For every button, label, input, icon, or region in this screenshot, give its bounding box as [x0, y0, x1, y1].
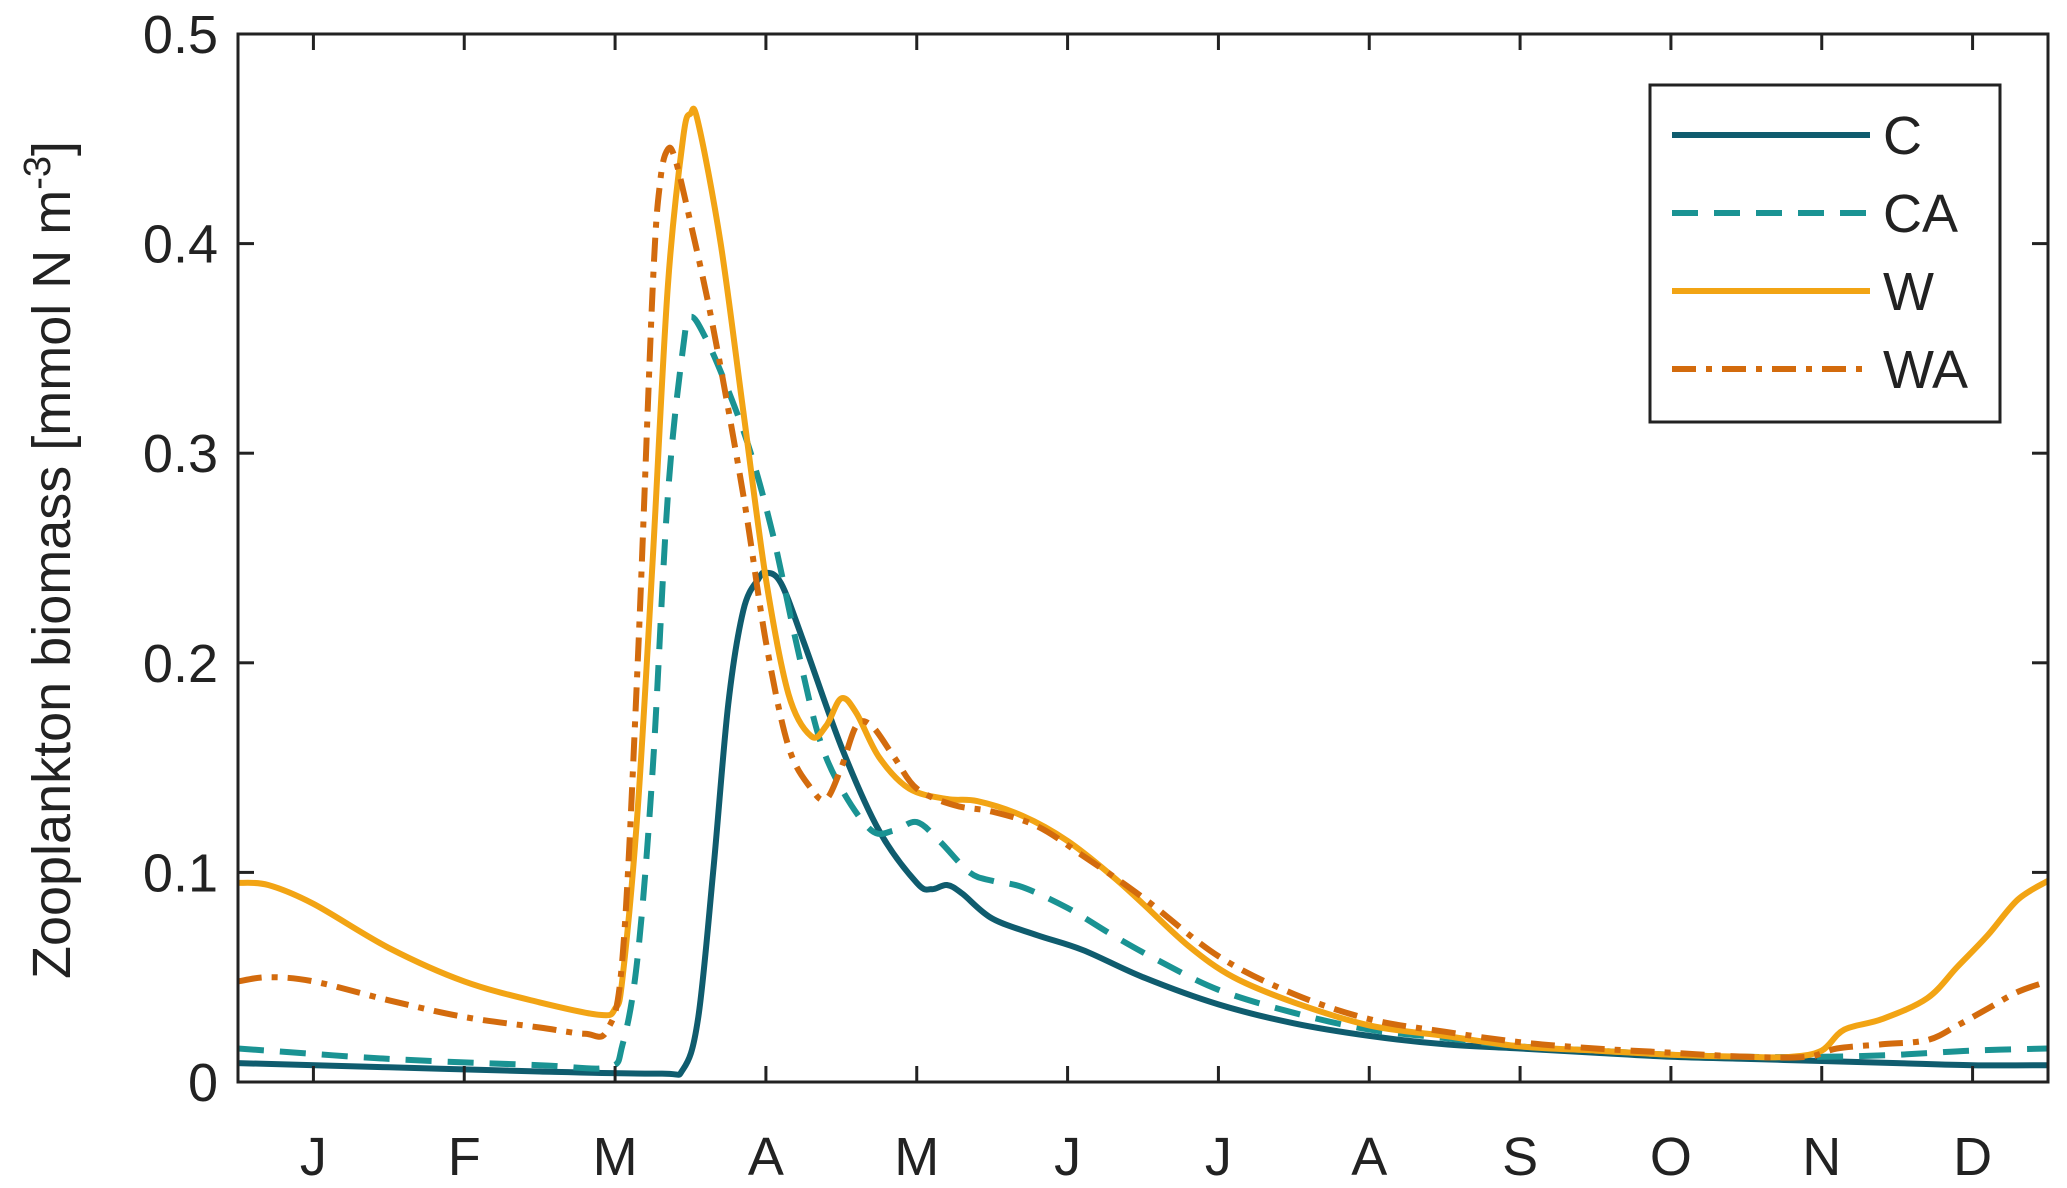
x-tick-label: O — [1650, 1127, 1692, 1187]
legend-label-w: W — [1883, 262, 1934, 322]
y-axis-label: Zooplankton biomass [mmol N m-3] — [17, 141, 82, 979]
legend: C CA W WA — [1648, 83, 2002, 424]
x-tick-label: M — [894, 1127, 939, 1187]
x-tick-label: J — [1205, 1127, 1232, 1187]
y-axis-label-end: ] — [22, 141, 82, 156]
y-axis-label-superscript: -3 — [17, 156, 59, 190]
legend-label-c: C — [1883, 106, 1922, 166]
x-tick-label: A — [1351, 1127, 1387, 1187]
y-tick-label: 0.1 — [143, 843, 218, 903]
y-tick-label: 0.5 — [143, 5, 218, 65]
plot-lines — [237, 105, 2050, 1078]
x-tick-label: F — [448, 1127, 481, 1187]
x-tick-label: N — [1802, 1127, 1841, 1187]
x-tick-label: J — [1054, 1127, 1081, 1187]
legend-label-ca: CA — [1883, 184, 1958, 244]
legend-box — [1648, 83, 2002, 424]
y-tick-label: 0.4 — [143, 215, 218, 275]
x-tick-label: M — [593, 1127, 638, 1187]
series-line-c — [237, 569, 2049, 1078]
x-tick-label: J — [300, 1127, 327, 1187]
y-axis-label-main: Zooplankton biomass [mmol N m — [22, 190, 82, 979]
x-tick-label: S — [1502, 1127, 1538, 1187]
y-tick-label: 0.3 — [143, 424, 218, 484]
series-line-ca — [237, 313, 2049, 1072]
x-tick-label: D — [1953, 1127, 1992, 1187]
y-tick-label: 0 — [188, 1053, 218, 1113]
legend-label-wa: WA — [1883, 340, 1968, 400]
series-line-wa — [237, 144, 2049, 1061]
x-tick-label: A — [748, 1127, 784, 1187]
plot-frame — [236, 32, 2050, 1084]
y-tick-label: 0.2 — [143, 634, 218, 694]
y-axis: 0 0.1 0.2 0.3 0.4 0.5 — [143, 5, 2048, 1113]
